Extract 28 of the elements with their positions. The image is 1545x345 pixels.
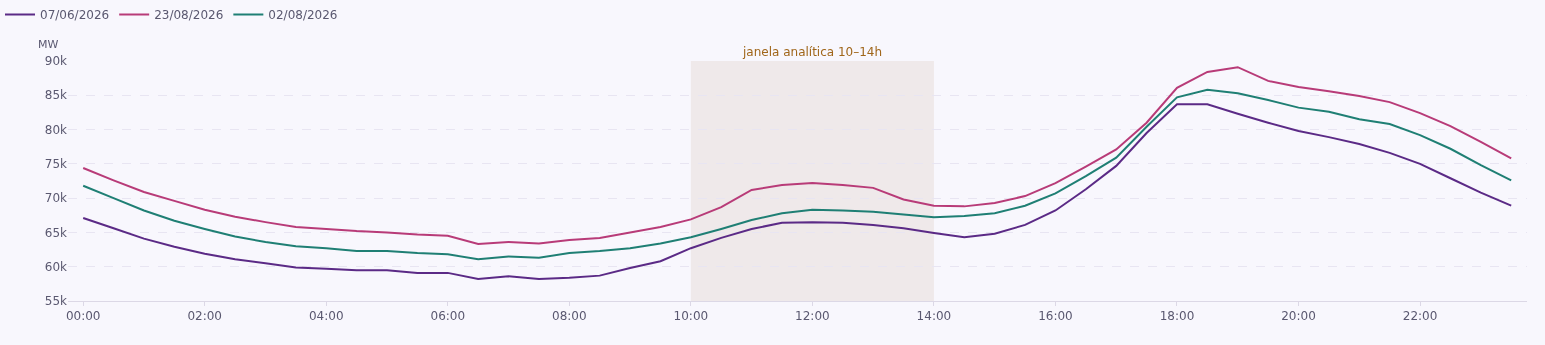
legend-label: 02/08/2026 xyxy=(268,8,338,23)
line-series xyxy=(82,103,1513,281)
legend-label: 23/08/2026 xyxy=(154,8,224,23)
x-tick-label: 06:00 xyxy=(430,309,466,324)
x-tick-label: 20:00 xyxy=(1281,309,1316,324)
x-tick-label: 08:00 xyxy=(552,309,587,324)
x-tick-label: 22:00 xyxy=(1402,309,1438,324)
y-tick-label: 90k xyxy=(44,54,68,69)
legend-label: 07/06/2026 xyxy=(40,8,110,23)
x-tick-label: 14:00 xyxy=(916,309,952,324)
x-tick-label: 18:00 xyxy=(1159,309,1195,324)
y-tick-label: 70k xyxy=(44,191,68,206)
x-tick-label: 04:00 xyxy=(308,309,344,324)
x-tick-label: 00:00 xyxy=(65,309,101,324)
y-tick-label: 55k xyxy=(44,294,68,309)
line-series xyxy=(82,66,1513,246)
x-tick-label: 12:00 xyxy=(795,309,830,324)
y-tick-label: 75k xyxy=(44,157,68,172)
x-tick-label: 02:00 xyxy=(187,309,223,324)
y-tick-label: 65k xyxy=(44,225,68,240)
x-tick-label: 10:00 xyxy=(673,309,709,324)
band-label: janela analítica 10–14h xyxy=(742,45,883,59)
y-tick-label: 85k xyxy=(44,88,68,103)
y-tick-label: 60k xyxy=(44,259,68,274)
y-axis-title: MW xyxy=(38,38,59,51)
y-tick-label: 80k xyxy=(44,122,68,137)
line-series xyxy=(82,88,1513,261)
x-tick-label: 16:00 xyxy=(1038,309,1073,324)
